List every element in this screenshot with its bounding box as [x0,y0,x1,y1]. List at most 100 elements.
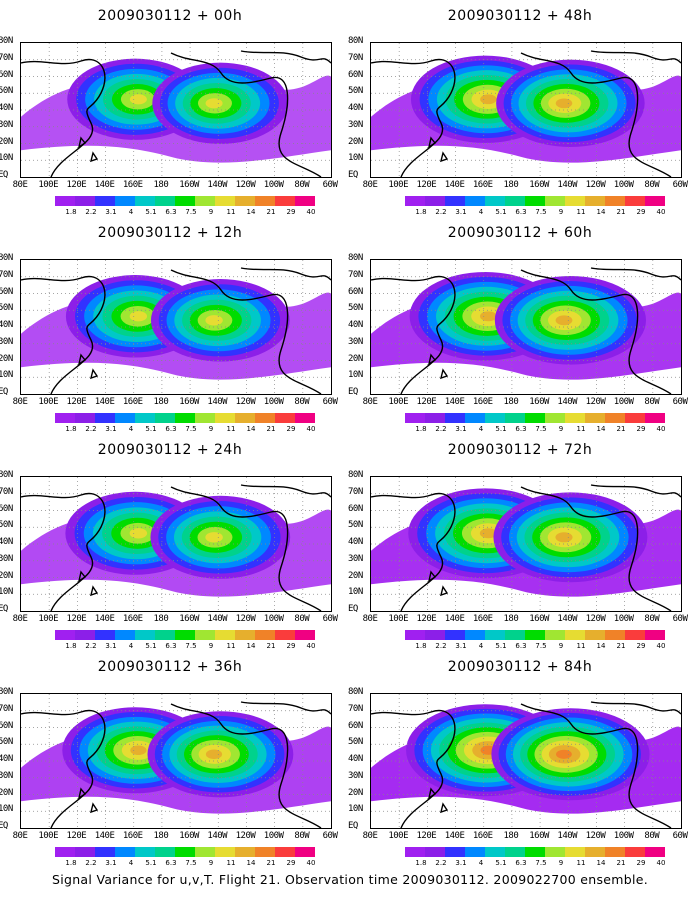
colorbar-ticks: 1.8 2.2 3.1 4 5.1 6.3 7.5 9 11 14 21 29 40 [405,208,665,217]
latitude-label: 50N [348,303,363,314]
variance-map [20,693,332,829]
latitude-label: 70N [0,52,13,63]
longitude-label: 120W [235,614,256,624]
coastline [77,787,99,814]
variance-contour [205,98,223,109]
colorbar-tick-label: 11 [226,208,236,216]
colorbar-tick-label: 7.5 [185,208,197,216]
colorbar-ticks: 1.8 2.2 3.1 4 5.1 6.3 7.5 9 11 14 21 29 40 [405,425,665,434]
colorbar-tick-label: 3.1 [105,425,117,433]
colorbar-swatch [195,630,215,640]
colorbar-tick-label: 5.1 [495,425,507,433]
latitude-label: EQ [0,387,8,397]
colorbar-tick-label: 14 [596,208,606,216]
longitude-label: 140W [207,614,228,624]
colorbar-swatch [465,847,485,857]
panel-72h: 2009030112 + 72h 1.8 2.2 3.1 4 5.1 6.3 7.5 9 11 1… [348,434,700,656]
longitude-label: 80E [362,180,378,190]
colorbar-swatch [215,630,235,640]
figure-caption: Signal Variance for u,v,T. Flight 21. Ob… [51,872,649,887]
colorbar-swatch [545,847,565,857]
coastline [427,353,449,380]
variance-map [370,476,682,612]
latitude-label: 10N [348,370,363,381]
variance-contour [129,94,147,105]
longitude-label: 180 [153,180,169,190]
coastline [170,269,322,394]
colorbar-tick-label: 40 [656,642,666,650]
colorbar-tick-label: 21 [616,425,626,433]
colorbar-swatch [485,196,505,206]
colorbar-swatch [605,847,625,857]
longitude-label: 100W [613,614,634,624]
colorbar-swatch [75,413,95,423]
latitude-label: 40N [348,103,363,113]
colorbar-swatch [95,630,115,640]
colorbar-swatch [275,413,295,423]
longitude-label: 100E [388,397,409,407]
colorbar-swatch [425,413,445,423]
coastline [21,709,106,828]
coastline [371,275,456,394]
colorbar-swatch [585,630,605,640]
latitude-label: 10N [348,587,363,598]
longitude-label: 100E [38,180,59,190]
colorbar-tick-label: 21 [266,425,276,433]
latitude-label: EQ [0,170,8,180]
panel-48h: 2009030112 + 48h 1.8 2.2 3.1 4 5.1 6.3 7.5 9 11 1… [348,0,700,222]
longitude-label: 80E [12,180,28,190]
colorbar-tick-label: 11 [226,642,236,650]
colorbar-tick-label: 29 [636,859,646,867]
longitude-label: 120E [66,831,87,841]
panel-84h: 2009030112 + 84h 1.8 2.2 3.1 4 5.1 6.3 7.5 9 11 1… [348,651,700,873]
longitude-label: 100E [38,397,59,407]
longitude-label: 180 [153,614,169,624]
colorbar-swatch [645,630,665,640]
longitude-label: 80W [294,397,310,407]
colorbar-swatch [465,630,485,640]
colorbar-swatch [645,413,665,423]
colorbar-swatch [505,630,525,640]
colorbar-ticks: 1.8 2.2 3.1 4 5.1 6.3 7.5 9 11 14 21 29 40 [55,859,315,868]
colorbar-tick-label: 21 [266,208,276,216]
colorbar-tick-label: 5.1 [495,859,507,867]
longitude-label: 80E [12,397,28,407]
latitude-label: 50N [0,303,13,314]
colorbar-swatch [585,847,605,857]
variance-contour [479,528,497,539]
longitude-label: 160E [472,180,493,190]
longitude-label: 60W [672,397,688,407]
panel-title: 2009030112 + 72h [447,442,593,458]
colorbar-tick-label: 9 [208,425,214,433]
colorbar-tick-label: 29 [286,642,296,650]
latitude-label: 80N [0,687,13,697]
colorbar [405,196,665,206]
longitude-label: 160E [122,180,143,190]
colorbar-tick-label: 6.3 [515,208,527,216]
variance-contour [205,532,223,543]
colorbar-ticks: 1.8 2.2 3.1 4 5.1 6.3 7.5 9 11 14 21 29 40 [405,859,665,868]
colorbar [55,413,315,423]
longitude-label: 60W [322,397,338,407]
colorbar-tick-label: 14 [596,859,606,867]
latitude-label: 20N [348,570,363,581]
variance-contour [205,315,223,326]
colorbar-swatch [625,630,645,640]
latitude-label: EQ [0,821,8,831]
colorbar-tick-label: 4 [128,642,134,650]
latitude-label: 10N [0,804,13,815]
latitude-label: 20N [348,353,363,364]
colorbar-swatch [135,630,155,640]
colorbar-tick-label: 7.5 [535,425,547,433]
colorbar-swatch [485,630,505,640]
colorbar-tick-label: 7.5 [535,208,547,216]
latitude-label: 50N [0,737,13,748]
colorbar-tick-label: 2.2 [85,642,97,650]
variance-map [370,693,682,829]
colorbar-tick-label: 1.8 [65,208,77,216]
colorbar-tick-label: 29 [286,425,296,433]
colorbar-swatch [405,413,425,423]
colorbar-swatch [425,847,445,857]
colorbar-tick-label: 29 [636,642,646,650]
longitude-label: 80E [362,397,378,407]
